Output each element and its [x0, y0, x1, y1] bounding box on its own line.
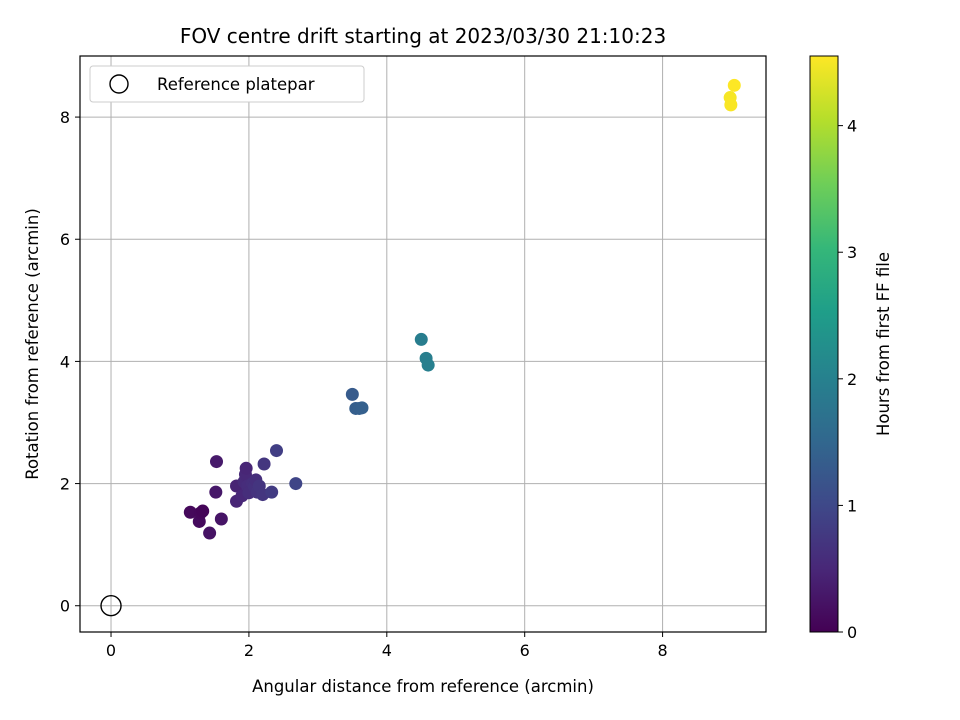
- plot-frame: [79, 55, 767, 633]
- data-point: [724, 98, 738, 112]
- chart-title: FOV centre drift starting at 2023/03/30 …: [180, 24, 666, 48]
- data-point: [289, 477, 303, 491]
- data-point: [183, 505, 197, 519]
- x-tick-label: 6: [520, 641, 530, 660]
- y-axis-ticks: 0 2 4 6 8: [60, 108, 80, 616]
- data-points: [100, 78, 741, 617]
- colorbar-label: Hours from first FF file: [874, 252, 893, 436]
- y-tick-label: 8: [60, 108, 70, 127]
- y-tick-label: 0: [60, 597, 70, 616]
- legend-box: [89, 65, 365, 103]
- colorbar-tick-label: 1: [847, 496, 857, 515]
- colorbar-tick-label: 2: [847, 370, 857, 389]
- x-tick-label: 2: [244, 641, 254, 660]
- data-point: [265, 485, 279, 499]
- y-tick-label: 2: [60, 475, 70, 494]
- data-point: [196, 504, 210, 518]
- colorbar-ticks: 0 1 2 3 4: [838, 117, 857, 642]
- legend-label-reference: Reference platepar: [157, 75, 315, 94]
- grid: [80, 56, 766, 632]
- data-point: [210, 455, 224, 469]
- legend-marker-reference: [109, 74, 129, 94]
- x-axis-label: Angular distance from reference (arcmin): [252, 677, 594, 696]
- data-point: [239, 461, 253, 475]
- data-point: [345, 387, 359, 401]
- x-tick-label: 4: [382, 641, 392, 660]
- data-point: [414, 332, 428, 346]
- colorbar-tick-label: 3: [847, 243, 857, 262]
- y-tick-label: 4: [60, 352, 70, 371]
- x-tick-label: 0: [106, 641, 116, 660]
- x-tick-label: 8: [657, 641, 667, 660]
- colorbar-tick-label: 0: [847, 623, 857, 642]
- x-axis-ticks: 0 2 4 6 8: [106, 632, 668, 660]
- y-tick-label: 6: [60, 230, 70, 249]
- colorbar-tick-label: 4: [847, 117, 857, 136]
- data-point: [421, 358, 435, 372]
- data-point: [214, 512, 228, 526]
- data-point: [355, 401, 369, 415]
- data-point: [727, 78, 741, 92]
- colorbar: 0 1 2 3 4 Hours from first FF file: [809, 55, 893, 642]
- legend: Reference platepar: [89, 65, 365, 103]
- data-point: [269, 444, 283, 458]
- reference-platepar-marker: [100, 595, 122, 617]
- data-point: [257, 457, 271, 471]
- data-point: [203, 526, 217, 540]
- data-point: [209, 485, 223, 499]
- y-axis-label: Rotation from reference (arcmin): [23, 208, 42, 480]
- colorbar-gradient: [809, 55, 839, 633]
